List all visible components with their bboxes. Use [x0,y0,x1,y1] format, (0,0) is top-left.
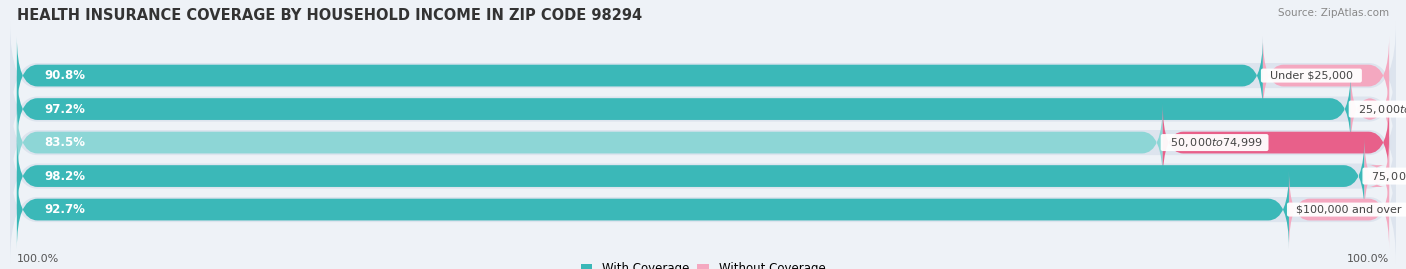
FancyBboxPatch shape [10,21,1396,130]
FancyBboxPatch shape [17,36,1263,115]
Text: $50,000 to $74,999: $50,000 to $74,999 [1163,136,1267,149]
Text: $25,000 to $49,999: $25,000 to $49,999 [1351,102,1406,116]
FancyBboxPatch shape [10,88,1396,197]
FancyBboxPatch shape [10,55,1396,164]
Text: Under $25,000: Under $25,000 [1263,70,1360,81]
Text: 97.2%: 97.2% [45,102,86,116]
Text: 100.0%: 100.0% [1347,254,1389,264]
Text: $75,000 to $99,999: $75,000 to $99,999 [1364,169,1406,183]
Text: 98.2%: 98.2% [45,169,86,183]
FancyBboxPatch shape [17,170,1289,249]
FancyBboxPatch shape [17,103,1163,182]
Text: 83.5%: 83.5% [45,136,86,149]
FancyBboxPatch shape [17,137,1364,215]
Text: 90.8%: 90.8% [45,69,86,82]
FancyBboxPatch shape [10,122,1396,231]
FancyBboxPatch shape [10,155,1396,264]
FancyBboxPatch shape [1163,103,1389,182]
Text: 100.0%: 100.0% [17,254,59,264]
Text: HEALTH INSURANCE COVERAGE BY HOUSEHOLD INCOME IN ZIP CODE 98294: HEALTH INSURANCE COVERAGE BY HOUSEHOLD I… [17,8,643,23]
Text: $100,000 and over: $100,000 and over [1289,204,1406,215]
FancyBboxPatch shape [1351,70,1389,148]
FancyBboxPatch shape [17,70,1351,148]
FancyBboxPatch shape [1289,170,1389,249]
Legend: With Coverage, Without Coverage: With Coverage, Without Coverage [581,262,825,269]
Text: Source: ZipAtlas.com: Source: ZipAtlas.com [1278,8,1389,18]
FancyBboxPatch shape [1263,36,1389,115]
FancyBboxPatch shape [1364,137,1389,215]
Text: 92.7%: 92.7% [45,203,86,216]
